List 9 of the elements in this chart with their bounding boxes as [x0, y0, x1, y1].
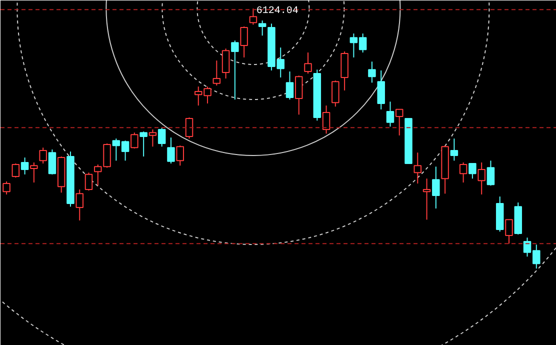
- annotation: 6124.04: [256, 6, 298, 18]
- candlestick: [20, 157, 29, 175]
- candlestick: [368, 61, 376, 84]
- candlestick: [422, 178, 431, 220]
- candlestick: [478, 162, 486, 195]
- candlestick: [377, 70, 385, 110]
- candlestick: [414, 152, 422, 184]
- candlestick: [39, 147, 47, 164]
- candlestick: [432, 166, 440, 209]
